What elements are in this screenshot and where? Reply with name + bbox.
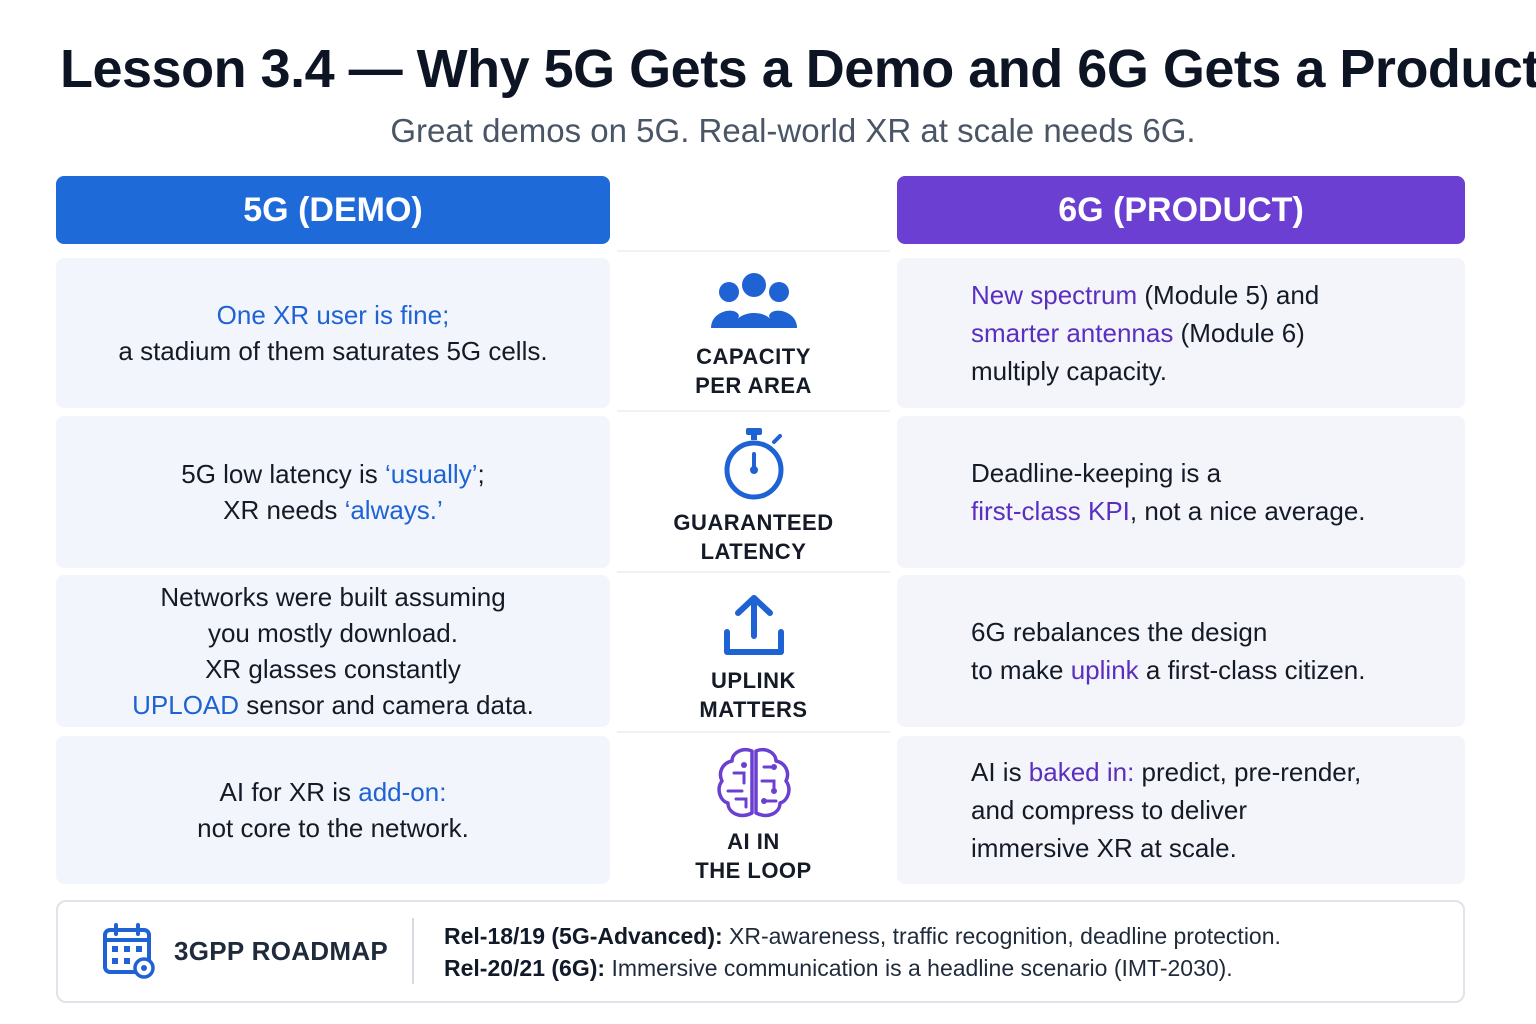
center-label-line: UPLINK <box>711 668 796 693</box>
row-latency-6g-cell: Deadline-keeping is a first-class KPI, n… <box>897 416 1465 568</box>
page-title: Lesson 3.4 — Why 5G Gets a Demo and 6G G… <box>60 39 1536 99</box>
roadmap-divider <box>412 918 414 984</box>
row-capacity-center: CAPACITY PER AREA <box>617 270 890 410</box>
body-text: , not a nice average. <box>1129 496 1366 526</box>
center-label-line: PER AREA <box>695 373 812 398</box>
center-label-line: LATENCY <box>700 539 807 564</box>
row-ai-5g-cell: AI for XR is add-on: not core to the net… <box>56 736 610 884</box>
center-label-line: CAPACITY <box>696 344 811 369</box>
highlight-text: New spectrum <box>971 280 1138 310</box>
row-ai-center: AI IN THE LOOP <box>617 745 890 885</box>
row-latency-5g-cell: 5G low latency is ‘usually’; XR needs ‘a… <box>56 416 610 568</box>
center-label-line: GUARANTEED <box>673 510 834 535</box>
roadmap-release-text: XR-awareness, traffic recognition, deadl… <box>722 923 1281 949</box>
row-divider <box>617 410 890 412</box>
roadmap-release-text: Immersive communication is a headline sc… <box>605 955 1233 981</box>
highlight-text: baked in: <box>1028 757 1135 787</box>
row-latency-center: GUARANTEED LATENCY <box>617 426 890 566</box>
highlight-text: ‘usually’ <box>385 459 478 489</box>
body-text: a stadium of them saturates 5G cells. <box>118 336 548 366</box>
page-subtitle: Great demos on 5G. Real-world XR at scal… <box>390 112 1196 149</box>
center-label-line: MATTERS <box>699 697 808 722</box>
body-text: XR glasses constantly <box>205 654 461 684</box>
roadmap-release-label: Rel-18/19 (5G-Advanced): <box>444 923 723 949</box>
highlight-text: UPLOAD <box>132 690 240 720</box>
body-text: AI is <box>971 757 1029 787</box>
body-text: a first-class citizen. <box>1138 655 1366 685</box>
roadmap-title: 3GPP ROADMAP <box>174 936 389 966</box>
upload-icon <box>723 595 784 655</box>
highlight-text: add-on: <box>358 777 447 807</box>
row-uplink-center: UPLINK MATTERS <box>617 592 890 726</box>
body-text: to make <box>971 655 1071 685</box>
body-text: (Module 6) <box>1173 318 1305 348</box>
roadmap-panel: 3GPP ROADMAP Rel-18/19 (5G-Advanced): XR… <box>56 900 1465 1003</box>
body-text: (Module 5) and <box>1137 280 1320 310</box>
stopwatch-icon <box>724 428 783 500</box>
body-text: not core to the network. <box>197 813 469 843</box>
row-divider <box>617 250 890 252</box>
body-text: and compress to deliver <box>971 795 1248 825</box>
body-text: immersive XR at scale. <box>971 833 1237 863</box>
body-text: 6G rebalances the design <box>971 617 1268 647</box>
body-text: XR needs <box>223 495 345 525</box>
column-heading-6g: 6G (PRODUCT) <box>897 176 1465 244</box>
body-text: sensor and camera data. <box>239 690 534 720</box>
highlight-text: uplink <box>1070 655 1139 685</box>
body-text: ; <box>477 459 485 489</box>
users-icon <box>710 273 797 328</box>
body-text: Networks were built assuming <box>160 582 506 612</box>
roadmap-text: Rel-18/19 (5G-Advanced): XR-awareness, t… <box>444 920 1281 984</box>
body-text: you mostly download. <box>207 618 458 648</box>
highlight-text: One XR user is fine; <box>216 300 450 330</box>
center-label-line: THE LOOP <box>695 858 812 883</box>
body-text: AI for XR is <box>219 777 359 807</box>
body-text: multiply capacity. <box>971 356 1168 386</box>
row-capacity-5g-cell: One XR user is fine; a stadium of them s… <box>56 258 610 408</box>
row-capacity-6g-cell: New spectrum (Module 5) and smarter ante… <box>897 258 1465 408</box>
highlight-text: first-class KPI <box>971 496 1130 526</box>
row-uplink-6g-cell: 6G rebalances the design to make uplink … <box>897 575 1465 727</box>
row-divider <box>617 571 890 573</box>
calendar-icon <box>103 923 155 979</box>
center-label-line: AI IN <box>727 829 780 854</box>
body-text: 5G low latency is <box>181 459 385 489</box>
row-divider <box>617 731 890 733</box>
brain-circuit-icon <box>716 748 791 818</box>
body-text: predict, pre-render, <box>1134 757 1362 787</box>
row-ai-6g-cell: AI is baked in: predict, pre-render, and… <box>897 736 1465 884</box>
highlight-text: smarter antennas <box>971 318 1174 348</box>
column-heading-5g: 5G (DEMO) <box>56 176 610 244</box>
row-uplink-5g-cell: Networks were built assuming you mostly … <box>56 575 610 727</box>
highlight-text: ‘always.’ <box>344 495 443 525</box>
roadmap-release-label: Rel-20/21 (6G): <box>444 955 606 981</box>
body-text: Deadline-keeping is a <box>971 458 1222 488</box>
